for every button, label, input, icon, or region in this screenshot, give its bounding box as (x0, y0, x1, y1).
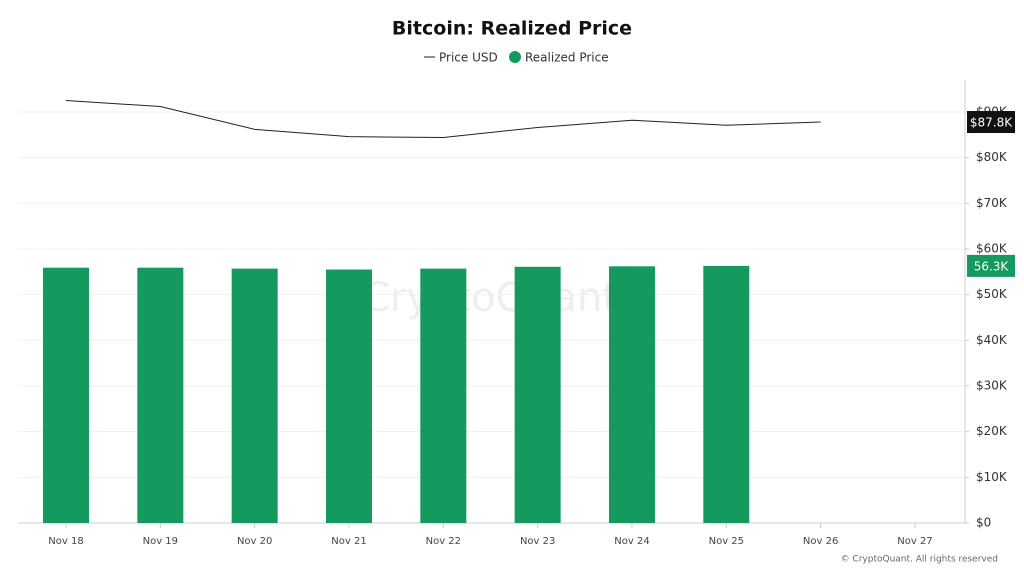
y-tick-label: $10K (976, 470, 1008, 484)
x-tick-label: Nov 27 (897, 536, 932, 547)
y-tick-label: $40K (976, 333, 1008, 347)
copyright: © CryptoQuant. All rights reserved (841, 555, 998, 565)
bar (420, 268, 467, 523)
bar (137, 267, 184, 523)
x-tick-label: Nov 19 (143, 536, 178, 547)
bar (608, 266, 655, 523)
y-tick-label: $70K (976, 196, 1008, 210)
y-tick-label: $0 (976, 516, 991, 530)
bar (43, 267, 89, 523)
y-tick-label: $50K (976, 287, 1008, 301)
bar (514, 266, 561, 523)
value-tag (967, 111, 1015, 134)
x-tick-label: Nov 23 (520, 536, 555, 547)
y-tick-label: $20K (976, 424, 1008, 438)
y-tick-label: $60K (976, 241, 1008, 255)
value-tag (967, 254, 1015, 277)
x-tick-label: Nov 20 (237, 536, 272, 547)
bar (231, 268, 278, 523)
watermark: CryptoQuant (362, 275, 618, 321)
chart-title: Bitcoin: Realized Price (392, 18, 632, 40)
y-tick-label: $80K (976, 150, 1008, 164)
x-tick-label: Nov 21 (331, 536, 366, 547)
legend-label[interactable]: Realized Price (525, 51, 609, 65)
x-tick-label: Nov 25 (709, 536, 744, 547)
value-label: $87.8K (970, 116, 1013, 130)
x-tick-label: Nov 18 (48, 536, 83, 547)
price-line (65, 100, 821, 139)
value-label: 56.3K (974, 259, 1010, 273)
x-tick-label: Nov 24 (614, 536, 649, 547)
x-tick-label: Nov 26 (803, 536, 838, 547)
y-tick-label: $30K (976, 378, 1008, 392)
legend-label[interactable]: Price USD (439, 51, 498, 65)
x-tick-label: Nov 22 (426, 536, 461, 547)
bar (325, 269, 372, 523)
bar (703, 265, 750, 523)
legend-dot-swatch (509, 51, 521, 63)
